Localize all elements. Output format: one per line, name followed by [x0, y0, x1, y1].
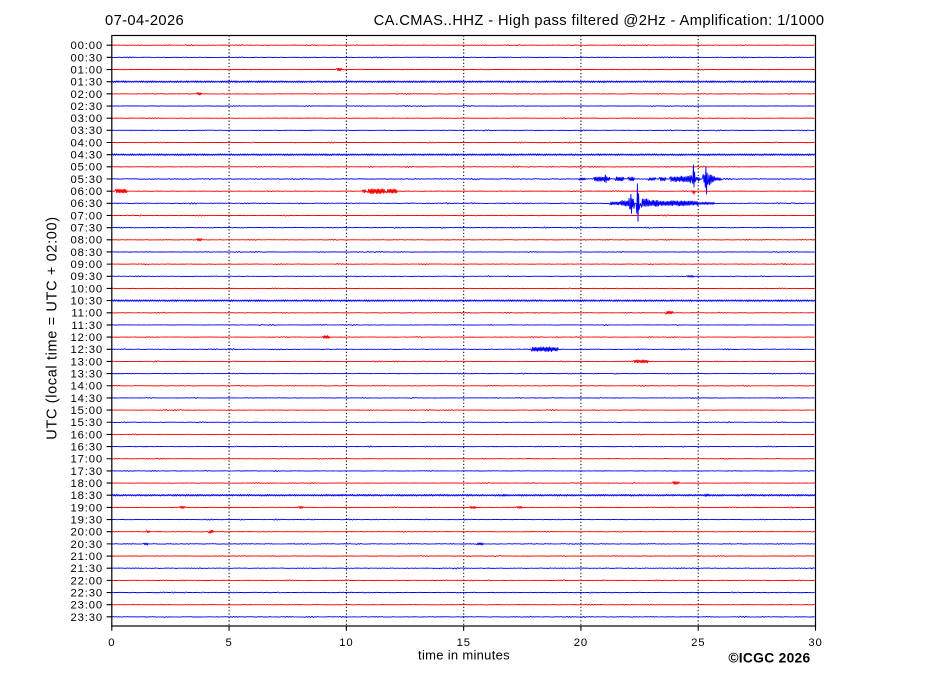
svg-text:19:00: 19:00 [70, 502, 103, 514]
svg-text:10:00: 10:00 [70, 283, 103, 295]
svg-text:20:00: 20:00 [70, 527, 103, 539]
svg-text:01:30: 01:30 [70, 77, 103, 89]
svg-text:21:30: 21:30 [70, 563, 103, 575]
svg-text:09:00: 09:00 [70, 259, 103, 271]
svg-text:04:30: 04:30 [70, 150, 103, 162]
svg-text:11:30: 11:30 [71, 320, 103, 332]
svg-text:05:30: 05:30 [70, 174, 103, 186]
svg-text:08:00: 08:00 [70, 235, 103, 247]
svg-text:03:00: 03:00 [70, 113, 103, 125]
svg-text:19:30: 19:30 [70, 515, 103, 527]
svg-text:06:30: 06:30 [70, 198, 103, 210]
svg-text:20: 20 [574, 637, 588, 649]
svg-text:15:00: 15:00 [70, 405, 103, 417]
svg-text:07:30: 07:30 [70, 223, 103, 235]
svg-text:09:30: 09:30 [70, 271, 103, 283]
svg-text:00:00: 00:00 [70, 40, 103, 52]
svg-text:04:00: 04:00 [70, 137, 103, 149]
svg-text:23:30: 23:30 [70, 612, 103, 624]
svg-text:time in minutes: time in minutes [418, 648, 510, 663]
svg-text:00:30: 00:30 [70, 52, 103, 64]
svg-text:17:00: 17:00 [70, 454, 103, 466]
svg-text:10: 10 [339, 637, 353, 649]
svg-text:20:30: 20:30 [70, 539, 103, 551]
svg-text:21:00: 21:00 [70, 551, 103, 563]
svg-text:05:00: 05:00 [70, 162, 103, 174]
svg-text:12:30: 12:30 [70, 344, 103, 356]
svg-text:18:00: 18:00 [70, 478, 103, 490]
svg-text:5: 5 [226, 637, 233, 649]
svg-text:13:30: 13:30 [70, 369, 103, 381]
svg-text:15: 15 [457, 637, 471, 649]
svg-text:30: 30 [808, 637, 822, 649]
svg-text:0: 0 [108, 637, 115, 649]
svg-text:15:30: 15:30 [70, 417, 103, 429]
svg-text:08:30: 08:30 [70, 247, 103, 259]
svg-text:14:30: 14:30 [70, 393, 103, 405]
svg-text:25: 25 [691, 637, 705, 649]
svg-text:11:00: 11:00 [71, 308, 103, 320]
svg-text:03:30: 03:30 [70, 125, 103, 137]
svg-text:02:00: 02:00 [70, 89, 103, 101]
svg-text:23:00: 23:00 [70, 600, 103, 612]
svg-text:07:00: 07:00 [70, 210, 103, 222]
svg-text:13:00: 13:00 [70, 356, 103, 368]
svg-text:10:30: 10:30 [70, 296, 103, 308]
svg-text:17:30: 17:30 [70, 466, 103, 478]
svg-text:22:00: 22:00 [70, 575, 103, 587]
svg-text:01:00: 01:00 [70, 64, 103, 76]
svg-text:02:30: 02:30 [70, 101, 103, 113]
svg-text:07-04-2026: 07-04-2026 [105, 13, 184, 29]
svg-text:16:00: 16:00 [70, 429, 103, 441]
svg-text:06:00: 06:00 [70, 186, 103, 198]
svg-text:18:30: 18:30 [70, 490, 103, 502]
svg-text:CA.CMAS..HHZ - High pass filte: CA.CMAS..HHZ - High pass filtered @2Hz -… [374, 13, 825, 29]
svg-text:14:00: 14:00 [70, 381, 103, 393]
svg-text:16:30: 16:30 [70, 442, 103, 454]
svg-text:12:00: 12:00 [70, 332, 103, 344]
svg-text:©ICGC 2026: ©ICGC 2026 [728, 651, 810, 666]
svg-text:UTC (local time = UTC + 02:00): UTC (local time = UTC + 02:00) [45, 216, 61, 439]
svg-text:22:30: 22:30 [70, 587, 103, 599]
